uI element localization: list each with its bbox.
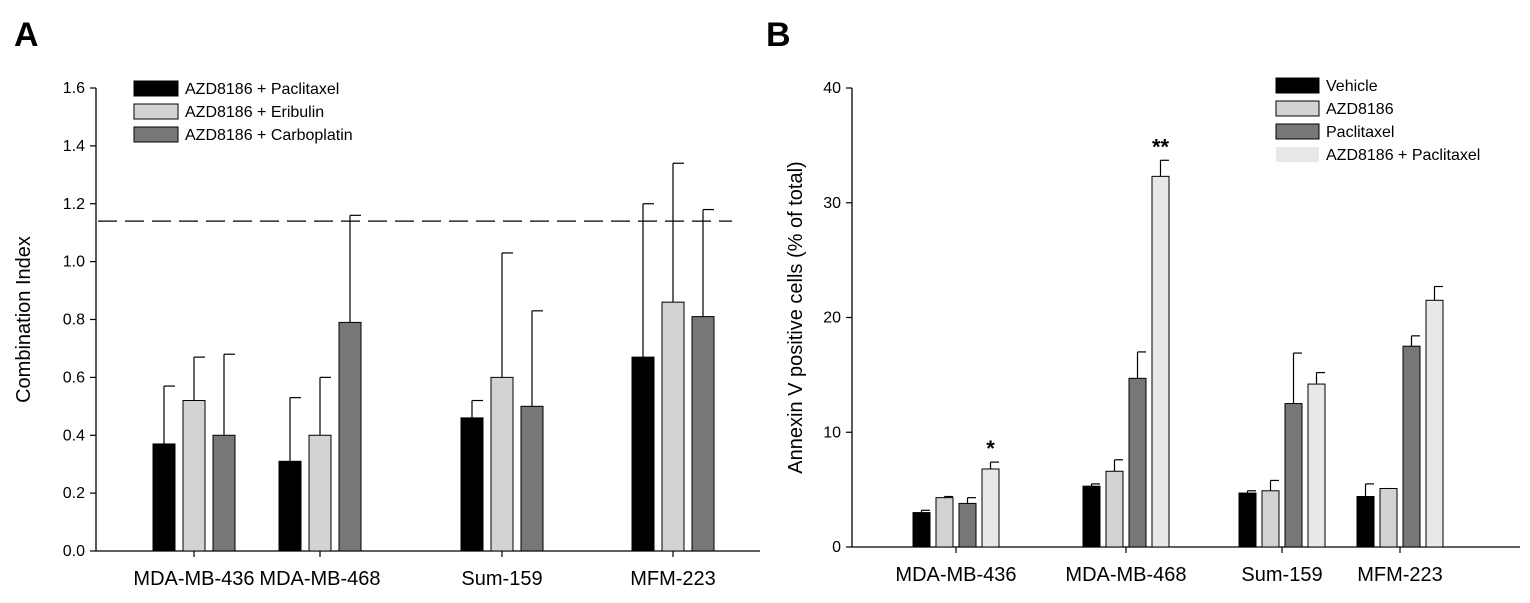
bar-a (661, 301, 685, 552)
bar-b (981, 468, 1000, 548)
legend-swatch-b (1275, 100, 1320, 117)
legend-label-a: AZD8186 + Paclitaxel (185, 81, 339, 98)
y-axis-title-a: Combination Index (13, 236, 35, 403)
bar-b (1082, 485, 1101, 548)
y-tick-label-a: 0.0 (63, 543, 85, 560)
bar-a (338, 321, 362, 552)
legend-swatch-a (133, 80, 179, 97)
y-axis-title-b: Annexin V positive cells (% of total) (785, 161, 807, 473)
legend-swatch-b (1276, 147, 1319, 162)
y-tick-label-a: 0.6 (63, 369, 85, 386)
bar-b (912, 512, 931, 548)
bar-a (212, 434, 236, 552)
bar-b (1128, 377, 1147, 548)
legend-label-b: Paclitaxel (1326, 124, 1394, 141)
legend-swatch-b (1275, 123, 1320, 140)
x-tick-label-a: MFM-223 (630, 568, 716, 590)
y-tick-label-b: 10 (823, 424, 841, 441)
bar-b (1284, 403, 1303, 548)
legend-label-a: AZD8186 + Carboplatin (185, 127, 353, 144)
bar-a (182, 400, 206, 552)
y-tick-label-b: 30 (823, 195, 841, 212)
legend-label-b: AZD8186 + Paclitaxel (1326, 147, 1480, 164)
panel-b-label: B (766, 16, 791, 54)
panel-a-label: A (14, 16, 39, 54)
bar-b (1356, 496, 1375, 548)
y-tick-label-a: 1.0 (63, 254, 85, 271)
legend-a: AZD8186 + Paclitaxel AZD8186 + Eribulin AZ… (133, 80, 353, 144)
y-tick-label-a: 1.6 (63, 80, 85, 97)
bar-a (278, 460, 302, 552)
bar-b (1261, 490, 1280, 548)
legend-swatch-b (1275, 77, 1320, 94)
y-tick-label-b: 40 (823, 80, 841, 97)
x-tick-label-a: MDA-MB-468 (259, 568, 380, 590)
y-tick-label-a: 0.2 (63, 485, 85, 502)
bar-b (1402, 345, 1421, 548)
bar-b (1151, 175, 1170, 548)
x-tick-label-a: MDA-MB-436 (133, 568, 254, 590)
bar-b (1425, 299, 1444, 548)
bar-b (1307, 383, 1326, 548)
y-tick-label-a: 0.8 (63, 312, 85, 329)
bar-b (1105, 470, 1124, 548)
x-tick-label-b: MDA-MB-468 (1065, 564, 1186, 586)
legend-b: Vehicle AZD8186 Paclitaxel AZD8186 + Paclit… (1275, 77, 1480, 164)
legend-label-b: Vehicle (1326, 78, 1378, 95)
y-tick-label-b: 20 (823, 310, 841, 327)
bar-b (958, 502, 977, 548)
x-tick-label-a: Sum-159 (461, 568, 542, 590)
legend-label-a: AZD8186 + Eribulin (185, 104, 324, 121)
y-tick-label-a: 1.4 (63, 138, 85, 155)
y-tick-label-a: 1.2 (63, 196, 85, 213)
chart-a: 0.0 0.2 0.4 0.6 0.8 1.0 1.2 1.4 1.6 Combination I… (13, 80, 760, 590)
bar-b (1238, 492, 1257, 548)
significance-label-b: * (986, 436, 995, 461)
bar-a (152, 443, 176, 552)
bar-a (520, 405, 544, 552)
significance-label-b: ** (1152, 134, 1170, 159)
x-tick-label-b: Sum-159 (1241, 564, 1322, 586)
chart-b: 0 10 20 30 40 Annexin V positive cells (% of … (785, 80, 1520, 586)
bar-a (308, 434, 332, 552)
x-tick-label-b: MDA-MB-436 (895, 564, 1016, 586)
bar-a (631, 356, 655, 552)
panel-a: A AZD8186 + Paclitaxel AZD8186 + Eribulin… (13, 16, 760, 590)
y-tick-label-a: 0.4 (63, 427, 85, 444)
legend-label-b: AZD8186 (1326, 101, 1394, 118)
y-tick-label-b: 0 (832, 539, 841, 556)
panel-b: B Vehicle AZD8186 Paclitaxel AZD8186 + Pacl… (766, 16, 1520, 586)
bar-b (1379, 487, 1398, 548)
bar-a (691, 316, 715, 552)
bar-b (935, 497, 954, 548)
bar-a (460, 417, 484, 552)
bar-a (490, 376, 514, 552)
legend-swatch-a (133, 126, 179, 143)
legend-swatch-a (133, 103, 179, 120)
x-tick-label-b: MFM-223 (1357, 564, 1443, 586)
